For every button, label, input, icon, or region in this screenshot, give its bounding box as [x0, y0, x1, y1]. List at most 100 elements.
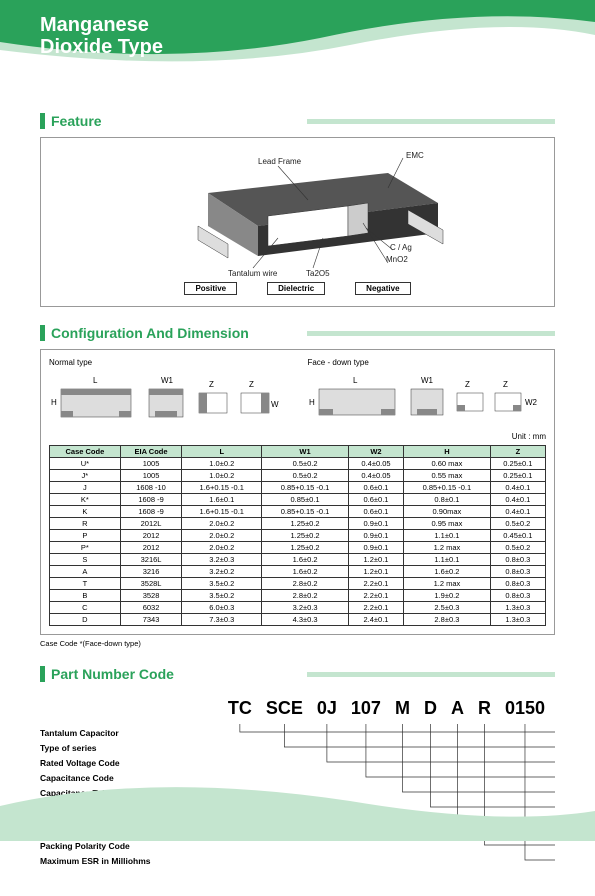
table-cell: 3.2±0.3 [262, 602, 349, 614]
table-cell: 6032 [120, 602, 182, 614]
table-cell: 2012 [120, 542, 182, 554]
capacitor-diagram: Lead Frame EMC Tantalum wire Tantalum Po… [98, 148, 498, 278]
table-cell: 1.25±0.2 [262, 542, 349, 554]
svg-text:Z: Z [249, 380, 254, 389]
footer-wave [0, 761, 595, 841]
table-row: A32163.2±0.21.6±0.21.2±0.11.6±0.20.8±0.3 [50, 566, 546, 578]
table-cell: 0.85+0.15 -0.1 [262, 482, 349, 494]
section-config-heading: Configuration And Dimension [40, 325, 555, 341]
dimension-box: Normal type L H W1 Z [40, 349, 555, 635]
pn-code: D [424, 698, 437, 719]
pn-codes-row: TCSCE0J107MDAR0150 [40, 698, 555, 719]
table-header: Case Code [50, 446, 121, 458]
heading-bar [40, 113, 45, 129]
table-cell: A [50, 566, 121, 578]
table-cell: K [50, 506, 121, 518]
table-cell: 0.8±0.3 [490, 578, 545, 590]
table-cell: 2.0±0.2 [182, 530, 262, 542]
svg-text:Z: Z [209, 380, 214, 389]
electrode-labels: Positive Dielectric Negative [51, 282, 544, 295]
table-cell: 2.5±0.3 [404, 602, 491, 614]
table-cell: C [50, 602, 121, 614]
table-cell: D [50, 614, 121, 626]
table-cell: 0.5±0.2 [490, 542, 545, 554]
heading-text-partnum: Part Number Code [51, 666, 299, 682]
facedown-type-label: Face - down type [307, 358, 546, 367]
table-cell: 6.0±0.3 [182, 602, 262, 614]
table-row: P*20122.0±0.21.25±0.20.9±0.11.2 max0.5±0… [50, 542, 546, 554]
table-header: EIA Code [120, 446, 182, 458]
table-cell: 1608 -9 [120, 494, 182, 506]
table-cell: 1.6±0.1 [182, 494, 262, 506]
svg-text:Z: Z [465, 380, 470, 389]
table-cell: 2012 [120, 530, 182, 542]
table-cell: 0.9±0.1 [348, 530, 403, 542]
table-row: R2012L2.0±0.21.25±0.20.9±0.10.95 max0.5±… [50, 518, 546, 530]
table-cell: T [50, 578, 121, 590]
table-row: D73437.3±0.34.3±0.32.4±0.12.8±0.31.3±0.3 [50, 614, 546, 626]
table-cell: 0.6±0.1 [348, 482, 403, 494]
table-cell: 0.4±0.05 [348, 458, 403, 470]
table-cell: 1608 -10 [120, 482, 182, 494]
electrode-dielectric: Dielectric [267, 282, 325, 295]
table-cell: K* [50, 494, 121, 506]
table-cell: 1.2±0.1 [348, 566, 403, 578]
table-row: B35283.5±0.22.8±0.22.2±0.11.9±0.20.8±0.3 [50, 590, 546, 602]
svg-text:MnO2: MnO2 [386, 255, 408, 264]
svg-text:L: L [353, 376, 358, 385]
table-header: W2 [348, 446, 403, 458]
table-row: C60326.0±0.33.2±0.32.2±0.12.5±0.31.3±0.3 [50, 602, 546, 614]
table-header: H [404, 446, 491, 458]
pn-code: M [395, 698, 410, 719]
table-cell: 0.8±0.3 [490, 566, 545, 578]
table-cell: 3.2±0.2 [182, 566, 262, 578]
heading-stripe [307, 331, 555, 336]
normal-type-label: Normal type [49, 358, 288, 367]
table-cell: 0.4±0.05 [348, 470, 403, 482]
section-feature-heading: Feature [40, 113, 555, 129]
table-row: U*10051.0±0.20.5±0.20.4±0.050.60 max0.25… [50, 458, 546, 470]
table-cell: 0.8±0.3 [490, 554, 545, 566]
svg-text:W2: W2 [525, 398, 537, 407]
svg-text:H: H [309, 398, 315, 407]
header-wave: Manganese Dioxide Type [0, 0, 595, 95]
normal-type-block: Normal type L H W1 Z [49, 358, 288, 428]
pn-code: 0150 [505, 698, 545, 719]
pn-code: SCE [266, 698, 303, 719]
svg-text:W2: W2 [271, 400, 279, 409]
table-cell: 2.2±0.1 [348, 602, 403, 614]
svg-text:H: H [51, 398, 57, 407]
pn-code: TC [228, 698, 252, 719]
svg-text:Lead Frame: Lead Frame [258, 157, 302, 166]
table-cell: 1.25±0.2 [262, 518, 349, 530]
table-cell: 0.5±0.2 [262, 470, 349, 482]
table-cell: R [50, 518, 121, 530]
table-cell: 7.3±0.3 [182, 614, 262, 626]
table-cell: 2012L [120, 518, 182, 530]
table-cell: 0.6±0.1 [348, 506, 403, 518]
table-cell: 1.0±0.2 [182, 470, 262, 482]
table-cell: 3.5±0.2 [182, 590, 262, 602]
dimension-diagrams: Normal type L H W1 Z [49, 358, 546, 428]
heading-bar [40, 666, 45, 682]
pn-code: 0J [317, 698, 337, 719]
page-title: Manganese Dioxide Type [40, 14, 163, 58]
table-cell: 0.8±0.3 [490, 590, 545, 602]
table-cell: S [50, 554, 121, 566]
table-cell: 3216 [120, 566, 182, 578]
table-cell: 0.5±0.2 [490, 518, 545, 530]
table-cell: 1.6±0.2 [262, 554, 349, 566]
feature-diagram-box: Lead Frame EMC Tantalum wire Tantalum Po… [40, 137, 555, 307]
table-row: T3528L3.5±0.22.8±0.22.2±0.11.2 max0.8±0.… [50, 578, 546, 590]
table-cell: J [50, 482, 121, 494]
heading-text-config: Configuration And Dimension [51, 325, 299, 341]
table-cell: 2.2±0.1 [348, 590, 403, 602]
facedown-type-block: Face - down type L H W1 Z Z W2 [307, 358, 546, 428]
table-cell: 1.25±0.2 [262, 530, 349, 542]
table-cell: 0.9±0.1 [348, 518, 403, 530]
facedown-type-svg: L H W1 Z Z W2 [307, 371, 537, 426]
table-cell: 1005 [120, 470, 182, 482]
table-cell: 1608 -9 [120, 506, 182, 518]
table-cell: 0.8±0.1 [404, 494, 491, 506]
table-cell: 2.8±0.3 [404, 614, 491, 626]
